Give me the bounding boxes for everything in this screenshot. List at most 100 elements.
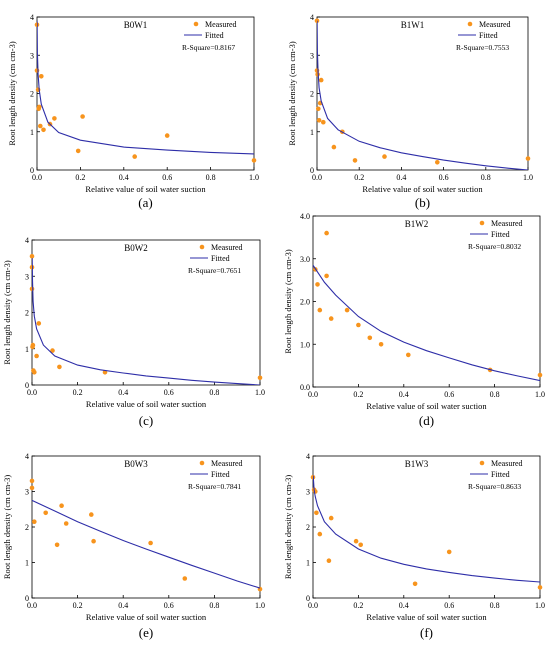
measured-point <box>382 154 387 159</box>
measured-point <box>59 503 64 509</box>
x-tick-label: 0.8 <box>209 388 219 397</box>
measured-point <box>63 521 69 526</box>
measured-point <box>36 104 42 110</box>
x-tick-label: 0.0 <box>27 388 37 397</box>
measured-point <box>326 558 332 563</box>
legend: Measured Fitted R-Square=0.7553 <box>456 20 511 52</box>
y-tick-label: 0 <box>25 594 29 603</box>
x-tick-label: 0.0 <box>32 173 42 182</box>
legend-marker-measured <box>479 220 485 226</box>
x-tick-label: 0.8 <box>490 390 500 399</box>
legend-marker-measured <box>479 460 485 466</box>
measured-point <box>324 273 329 279</box>
measured-point <box>353 538 359 544</box>
x-tick-label: 0.6 <box>164 388 174 397</box>
measured-point <box>317 307 323 313</box>
fitted-curve <box>32 499 260 589</box>
measured-point <box>50 348 55 353</box>
y-tick-label: 0 <box>310 166 314 175</box>
measured-point <box>32 519 37 524</box>
legend-label-measured: Measured <box>479 20 511 29</box>
measured-point <box>315 282 320 287</box>
measured-point <box>321 119 326 125</box>
x-tick-label: 1.0 <box>523 173 533 182</box>
measured-point <box>41 127 46 133</box>
y-tick-label: 1.0 <box>300 340 310 349</box>
x-tick-label: 0.2 <box>73 601 83 610</box>
y-tick-label: 4 <box>306 452 310 461</box>
x-tick-label: 0.2 <box>354 173 364 182</box>
legend-label-fitted: Fitted <box>205 31 224 40</box>
r-square-label: R-Square=0.7651 <box>188 266 241 275</box>
x-tick-label: 1.0 <box>255 601 265 610</box>
x-tick-label: 1.0 <box>249 173 259 182</box>
legend-label-fitted: Fitted <box>211 254 230 263</box>
y-tick-label: 3.0 <box>300 255 310 264</box>
measured-point <box>30 342 36 348</box>
y-tick-label: 2 <box>30 90 34 99</box>
measured-point <box>344 307 350 313</box>
x-axis-title: Relative value of soil water suction <box>366 612 487 622</box>
measured-point <box>39 74 44 79</box>
measured-point <box>57 364 62 370</box>
x-axis-title: Relative value of soil water suction <box>366 401 487 411</box>
x-tick-label: 0.0 <box>27 601 37 610</box>
legend: Measured Fitted R-Square=0.8032 <box>468 219 523 251</box>
measured-point <box>54 542 60 548</box>
panel-title: B0W3 <box>124 459 148 469</box>
x-tick-label: 0.8 <box>490 601 500 610</box>
measured-point <box>91 538 96 544</box>
x-tick-label: 1.0 <box>535 601 545 610</box>
legend-label-measured: Measured <box>491 459 523 468</box>
measured-point <box>435 160 440 165</box>
measured-point <box>75 148 81 154</box>
y-tick-label: 4 <box>25 236 29 245</box>
measured-point <box>36 321 42 326</box>
x-tick-label: 1.0 <box>535 390 545 399</box>
measured-point <box>52 116 57 121</box>
panel-title: B1W2 <box>405 219 429 229</box>
panel-title: B1W1 <box>401 20 425 30</box>
y-axis-title: Root length density (cm cm-3) <box>283 475 293 580</box>
measured-point <box>328 316 334 321</box>
x-axis-title: Relative value of soil water suction <box>362 184 483 194</box>
measured-point <box>38 123 43 129</box>
legend: Measured Fitted R-Square=0.8167 <box>182 20 237 52</box>
y-tick-label: 4 <box>30 13 34 22</box>
x-tick-label: 0.0 <box>312 173 322 182</box>
measured-point <box>43 510 48 516</box>
panel-caption: (c) <box>139 413 153 428</box>
x-tick-label: 0.4 <box>399 601 409 610</box>
y-tick-label: 2 <box>25 309 29 318</box>
y-axis-title: Root length density (cm cm-3) <box>283 249 293 354</box>
x-tick-label: 0.6 <box>444 390 454 399</box>
measured-point <box>148 540 153 546</box>
measured-point <box>80 114 85 119</box>
y-tick-label: 0.0 <box>300 383 310 392</box>
x-tick-label: 0.4 <box>118 388 128 397</box>
measured-point <box>316 118 322 123</box>
panel-title: B1W3 <box>405 459 429 469</box>
legend: Measured Fitted R-Square=0.7841 <box>188 459 243 491</box>
x-tick-label: 0.6 <box>164 601 174 610</box>
fitted-curve <box>37 20 254 155</box>
y-axis-title: Root length density (cm cm-3) <box>287 41 297 146</box>
panel-caption: (b) <box>415 195 430 210</box>
y-tick-label: 1 <box>25 559 29 568</box>
fitted-curve <box>317 20 528 170</box>
y-tick-label: 3 <box>25 488 29 497</box>
measured-point <box>316 106 321 112</box>
y-axis-title: Root length density (cm cm-3) <box>2 260 12 365</box>
measured-point <box>317 531 323 537</box>
chart-panel-b: 0.0 0.2 0.4 0.6 0.8 1.0 0 1 2 3 4 Relative value of… <box>287 13 533 210</box>
measured-point <box>164 133 170 138</box>
measured-point <box>537 372 543 378</box>
legend-marker-measured <box>199 244 205 250</box>
x-tick-label: 1.0 <box>255 388 265 397</box>
measured-point <box>251 158 257 163</box>
y-axis-title: Root length density (cm cm-3) <box>2 475 12 580</box>
y-tick-label: 3 <box>306 488 310 497</box>
measured-point <box>314 18 320 24</box>
x-tick-label: 0.6 <box>439 173 449 182</box>
x-tick-label: 0.2 <box>353 390 363 399</box>
